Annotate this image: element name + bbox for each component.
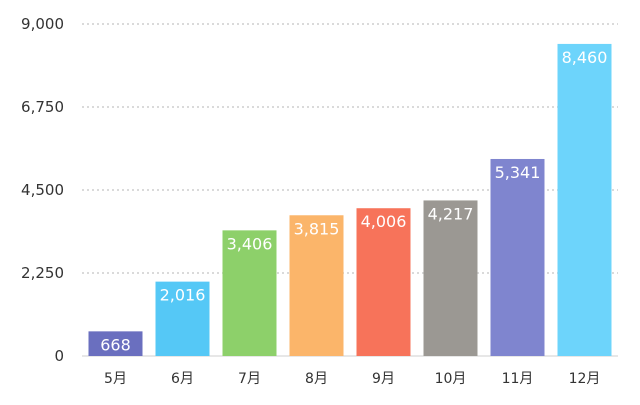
bar (88, 331, 143, 356)
bar (155, 281, 210, 356)
bar (490, 158, 545, 356)
bars (88, 43, 612, 357)
bar (423, 200, 478, 356)
bar (222, 230, 277, 356)
data-label: 4,217 (428, 204, 474, 223)
y-tick-label: 6,750 (21, 98, 64, 116)
y-tick-label: 4,500 (21, 181, 64, 199)
x-axis-ticks: 5月 6月 7月 8月 9月 10月 11月 12月 (104, 371, 600, 387)
x-tick-label: 6月 (171, 371, 194, 387)
data-label: 2,016 (160, 286, 206, 305)
y-tick-label: 2,250 (21, 264, 64, 282)
data-label: 3,815 (294, 219, 340, 238)
data-label: 668 (100, 335, 131, 354)
data-label: 3,406 (227, 234, 273, 253)
bar (356, 208, 411, 356)
bar (289, 215, 344, 356)
data-label: 8,460 (562, 48, 608, 67)
x-tick-label: 10月 (435, 371, 467, 387)
y-tick-label: 0 (54, 347, 64, 365)
data-label: 4,006 (361, 212, 407, 231)
x-tick-label: 8月 (305, 371, 328, 387)
x-tick-label: 5月 (104, 371, 127, 387)
data-label: 5,341 (495, 163, 541, 182)
y-axis-ticks: 0 2,250 4,500 6,750 9,000 (21, 15, 64, 365)
y-tick-label: 9,000 (21, 15, 64, 33)
x-tick-label: 12月 (569, 371, 601, 387)
x-tick-label: 7月 (238, 371, 261, 387)
bar (557, 43, 612, 357)
data-labels: 668 2,016 3,406 3,815 4,006 4,217 5,341 8,460 (100, 48, 607, 354)
x-tick-label: 11月 (502, 371, 534, 387)
x-tick-label: 9月 (372, 371, 395, 387)
